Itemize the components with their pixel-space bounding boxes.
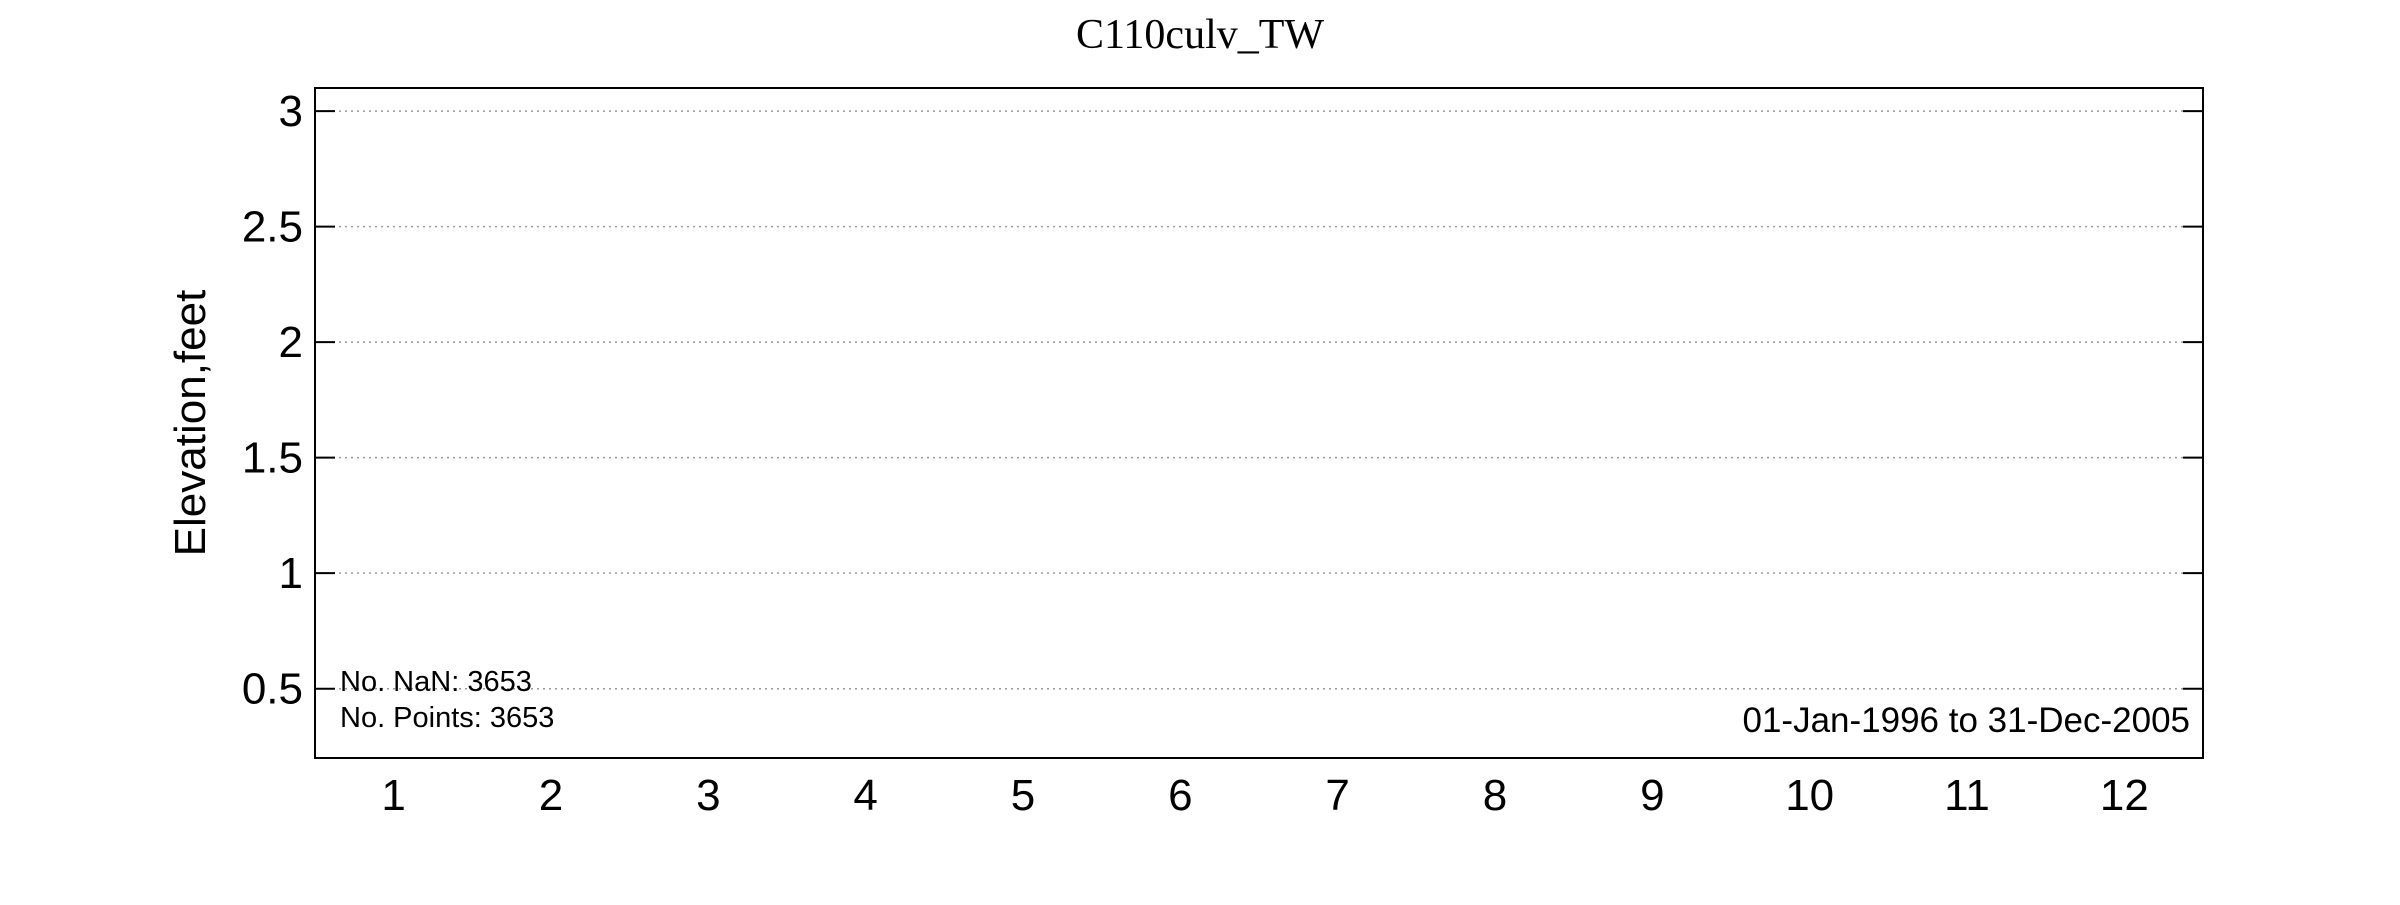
x-tick-label: 8 [1483, 771, 1507, 820]
x-axis-tick-labels: 1 2 3 4 5 6 7 8 9 10 11 12 [381, 771, 2148, 820]
x-tick-label: 5 [1011, 771, 1035, 820]
x-tick-label: 2 [539, 771, 563, 820]
y-tick-label: 3 [279, 87, 303, 136]
x-tick-label: 11 [1944, 771, 1990, 820]
y-tick-label: 1.5 [242, 434, 303, 483]
x-tick-label: 1 [381, 771, 405, 820]
y-tick-label: 1 [279, 549, 303, 598]
chart-title: C110culv_TW [1076, 12, 1324, 58]
x-tick-label: 7 [1325, 771, 1349, 820]
x-tick-label: 9 [1640, 771, 1664, 820]
y-tick-label: 2.5 [242, 203, 303, 252]
y-axis-label: Elevation,feet [166, 290, 215, 557]
date-range-annotation: 01-Jan-1996 to 31-Dec-2005 [1742, 701, 2190, 740]
y-axis-tick-labels: 0.5 1 1.5 2 2.5 3 [242, 87, 303, 714]
tick-marks [315, 110, 2203, 690]
point-count-annotation: No. Points: 3653 [340, 702, 554, 734]
plot-area [314, 87, 2204, 759]
y-tick-label: 2 [279, 318, 303, 367]
y-tick-label: 0.5 [242, 665, 303, 714]
x-tick-label: 4 [853, 771, 877, 820]
x-tick-label: 3 [696, 771, 720, 820]
grid-lines [315, 110, 2203, 690]
x-tick-label: 6 [1168, 771, 1192, 820]
x-tick-label: 12 [2100, 771, 2149, 820]
nan-count-annotation: No. NaN: 3653 [340, 666, 532, 698]
x-tick-label: 10 [1785, 771, 1834, 820]
